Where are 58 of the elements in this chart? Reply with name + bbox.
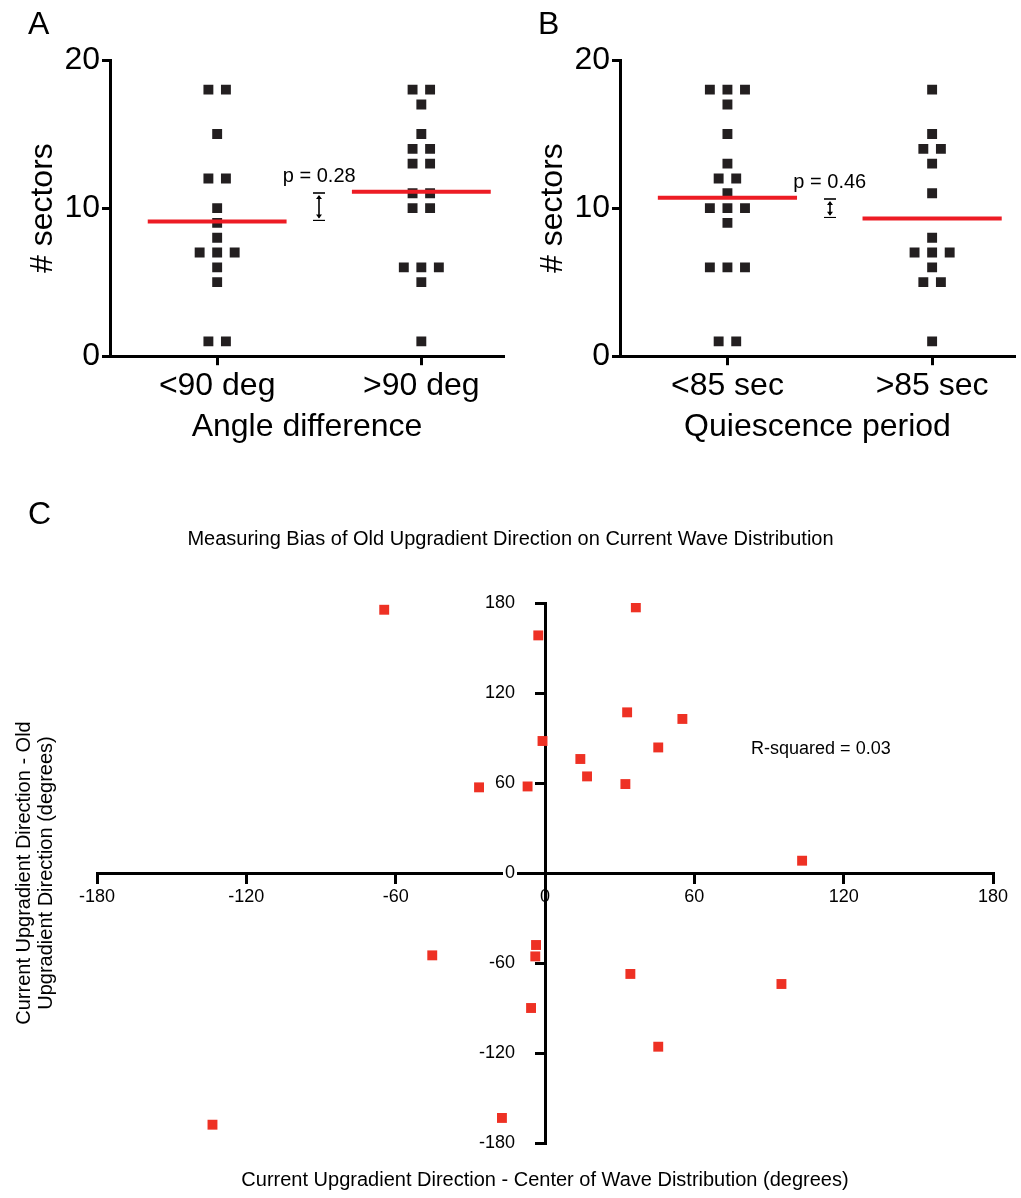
x-tick-label: <90 deg	[158, 366, 276, 403]
y-tick-label: 0	[592, 336, 610, 373]
y-tick-label: 20	[64, 39, 100, 76]
y-tick-label: 60	[494, 771, 515, 792]
point	[526, 1003, 537, 1013]
y-tick-label: 10	[574, 187, 610, 224]
y-tick-label: 120	[484, 681, 515, 702]
point	[653, 742, 664, 753]
point	[530, 951, 541, 962]
text: B	[538, 5, 560, 41]
point	[496, 1113, 507, 1123]
x-tick-label: <85 sec	[670, 366, 784, 403]
point	[653, 1041, 664, 1052]
annotation: p = 0.28	[282, 163, 356, 186]
y-tick-label: -120	[478, 1041, 515, 1062]
point	[474, 782, 484, 793]
text: C	[28, 495, 52, 531]
point	[207, 1119, 218, 1130]
point	[622, 707, 633, 718]
y-tick-label: 10	[64, 187, 100, 224]
x-axis-title: Angle difference	[191, 406, 423, 443]
y-tick-label: -180	[478, 1131, 515, 1152]
point	[797, 855, 808, 866]
x-tick-label: >85 sec	[875, 366, 989, 403]
y-tick-label: 0	[504, 861, 515, 882]
point	[620, 779, 631, 789]
point	[625, 969, 636, 979]
y-axis-title: # sectors	[533, 143, 570, 274]
x-tick-label: 120	[828, 885, 859, 906]
y-tick-label: 20	[574, 39, 610, 76]
x-tick-label: >90 deg	[363, 366, 480, 403]
point	[630, 603, 641, 613]
y-axis-title: # sectors	[23, 143, 60, 274]
point	[522, 781, 533, 792]
y-tick-label: -60	[488, 951, 515, 972]
x-tick-label: -120	[228, 885, 265, 906]
x-tick-label: -180	[78, 885, 116, 906]
y-tick-label: 180	[484, 591, 515, 612]
point	[379, 604, 390, 615]
annotation: R-squared = 0.03	[751, 738, 891, 759]
y-axis-title: Current Upgradient Direction - Old Upgradient Direction (degrees)	[12, 721, 56, 1025]
point	[533, 630, 544, 641]
point	[427, 950, 438, 961]
point	[531, 940, 541, 950]
x-axis-title: Current Upgradient Direction - Center of Wave Distribution (degrees)	[241, 1168, 849, 1190]
x-tick-label: 180	[977, 885, 1009, 906]
point	[582, 771, 593, 782]
x-tick-label: 60	[684, 885, 705, 906]
point	[677, 714, 688, 724]
point	[575, 754, 586, 764]
chart-title: Measuring Bias of Old Upgradient Direction on Current Wave Distribution	[187, 527, 834, 549]
y-tick-label: 0	[82, 336, 100, 373]
point	[537, 736, 548, 746]
point	[776, 979, 787, 989]
annotation: p = 0.46	[793, 169, 867, 192]
x-axis-title: Quiescence period	[684, 406, 951, 443]
text: A	[28, 5, 50, 41]
x-tick-label: -60	[382, 885, 409, 906]
